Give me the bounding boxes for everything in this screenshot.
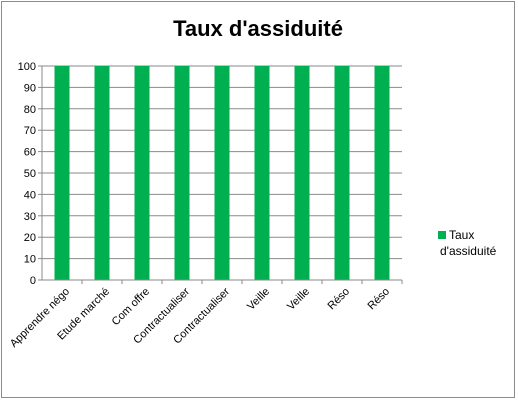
x-tick-label: Veille [245,286,272,313]
x-tick-label: Réso [365,286,392,313]
bar [94,66,110,280]
legend-label-line-1: Taux [449,228,474,242]
y-tick-label: 100 [18,61,36,73]
legend: Taux d'assiduité [438,228,497,258]
y-tick-label: 10 [24,254,36,266]
bar [134,66,150,280]
axes [38,65,403,284]
bars [54,66,390,280]
chart-title: Taux d'assiduité [173,16,343,41]
bar [374,66,390,280]
bar [214,66,230,280]
y-tick-label: 0 [30,275,36,287]
x-tick-label: Com offre [110,286,152,328]
y-tick-label: 80 [24,104,36,116]
legend-swatch [438,231,446,239]
y-axis-ticks: 0 10 20 30 40 50 60 70 80 90 100 [18,61,36,287]
y-tick-label: 30 [24,211,36,223]
legend-label-line-2: d'assiduité [440,244,497,258]
y-tick-label: 20 [24,232,36,244]
bar [334,66,350,280]
bar [54,66,70,280]
bar [254,66,270,280]
y-tick-label: 40 [24,189,36,201]
x-tick-label: Réso [325,286,352,313]
bar [294,66,310,280]
y-tick-label: 60 [24,147,36,159]
y-tick-label: 90 [24,82,36,94]
x-tick-label: Veille [285,286,312,313]
y-tick-label: 50 [24,168,36,180]
bar [174,66,190,280]
y-tick-label: 70 [24,125,36,137]
